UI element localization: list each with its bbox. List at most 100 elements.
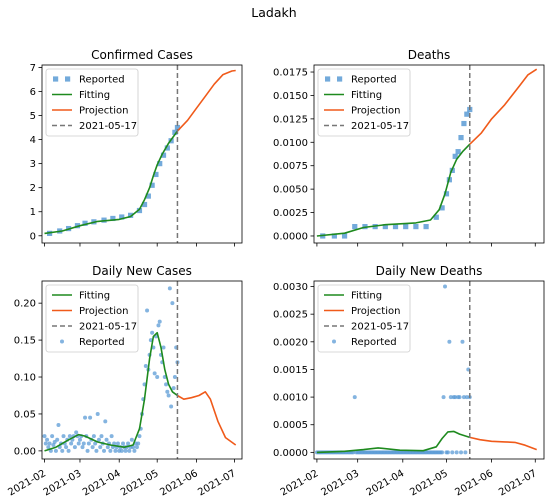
reported-point	[85, 448, 90, 453]
y-tick-label: 0.0025	[273, 310, 308, 321]
reported-point	[136, 207, 143, 214]
reported-point	[461, 395, 466, 400]
y-tick-label: 0.0010	[273, 393, 308, 404]
reported-point	[81, 441, 86, 446]
reported-point	[45, 437, 50, 442]
reported-point	[166, 393, 171, 398]
x-tick-label: 2021-05	[408, 468, 450, 498]
y-tick-label: 0.0030	[273, 282, 308, 293]
reported-point	[150, 330, 155, 335]
y-tick-label: 0.15	[14, 336, 36, 347]
x-tick-label: 2021-02	[279, 468, 321, 498]
reported-point	[66, 448, 71, 453]
reported-point	[143, 363, 148, 368]
reported-point	[88, 415, 93, 420]
legend-label: Projection	[79, 306, 128, 317]
legend: Fitting Projection 2021-05-17 Reported	[317, 284, 411, 353]
figure-title: Ladakh	[251, 5, 297, 20]
legend-box	[317, 68, 411, 137]
reported-point	[458, 135, 464, 141]
y-tick-label: 6	[30, 87, 36, 98]
y-tick-label: 0.10	[14, 373, 36, 384]
reported-point	[108, 448, 113, 453]
x-tick-label: 2021-03	[319, 468, 361, 498]
y-tick-label: 1	[30, 207, 36, 218]
reported-point	[42, 434, 47, 439]
y-tick-label: 0.0000	[273, 231, 308, 242]
reported-point	[165, 389, 170, 394]
reported-point	[93, 441, 98, 446]
reported-point	[131, 445, 136, 450]
reported-point	[132, 448, 137, 453]
reported-point	[457, 395, 462, 400]
reported-point	[460, 339, 465, 344]
reported-point	[423, 224, 429, 230]
reported-point	[119, 214, 125, 220]
reported-point	[463, 450, 468, 455]
y-tick-label: 0.0150	[273, 91, 308, 102]
y-tick-label: 0.0125	[273, 114, 308, 125]
legend-label: Fitting	[79, 90, 110, 101]
legend-label: Projection	[79, 106, 128, 117]
plot-area	[44, 65, 236, 243]
legend-marker	[325, 76, 331, 82]
y-tick-label: 3	[30, 159, 36, 170]
reported-point	[77, 437, 82, 442]
y-tick-label: 0.0005	[273, 420, 308, 431]
reported-point	[160, 152, 167, 158]
reported-point	[129, 437, 134, 442]
legend: Fitting Projection 2021-05-17 Reported	[45, 284, 139, 353]
chart-panel-2: Deaths 0.0000 0.0025 0.0050 0.0075 0.0100 0.01…	[273, 48, 545, 247]
chart-title: Deaths	[408, 48, 451, 62]
reported-point	[453, 395, 458, 400]
y-tick-label: 4	[30, 135, 36, 146]
reported-point	[382, 224, 388, 230]
plot-area	[42, 281, 237, 459]
legend-label: Reported	[79, 337, 125, 348]
y-tick-label: 0.20	[14, 299, 36, 310]
y-tick-label: 0.0020	[273, 337, 308, 348]
reported-point	[74, 430, 79, 435]
projection-line	[469, 68, 538, 145]
reported-point	[94, 448, 99, 453]
legend: Reported Fitting Projection 2021-05-17	[45, 68, 139, 137]
reported-point	[123, 448, 128, 453]
reported-point	[69, 441, 74, 446]
y-tick-label: 0.0100	[273, 138, 308, 149]
reported-point	[99, 434, 104, 439]
reported-point	[113, 448, 118, 453]
reported-point	[440, 450, 445, 455]
reported-point	[76, 441, 81, 446]
reported-point	[109, 434, 114, 439]
y-tick-label: 0.00	[14, 446, 36, 457]
legend-label: 2021-05-17	[79, 121, 137, 132]
legend-marker	[337, 76, 343, 82]
reported-point	[452, 153, 458, 159]
reported-point	[64, 445, 69, 450]
reported-point	[50, 434, 55, 439]
reported-point	[46, 445, 51, 450]
reported-point	[161, 345, 166, 350]
chart-title: Confirmed Cases	[91, 48, 193, 62]
reported-point	[172, 129, 178, 135]
reported-point	[47, 441, 52, 446]
reported-point	[170, 301, 175, 306]
y-tick-label: 0.0025	[273, 208, 308, 219]
y-tick-label: 0.0175	[273, 68, 308, 79]
reported-point	[134, 445, 139, 450]
legend-label: Fitting	[351, 291, 382, 302]
reported-point	[157, 161, 163, 167]
chart-panel-3: Daily New Cases 0.00 0.05 0.10 0.15 0.20 2021-…	[6, 264, 243, 498]
fitting-line	[316, 143, 471, 237]
reported-point	[331, 233, 337, 239]
reported-point	[433, 214, 439, 220]
reported-point	[352, 224, 358, 230]
axes-frame	[313, 280, 545, 460]
y-tick-label: 0.0000	[273, 448, 308, 459]
x-tick-label: 2021-04	[365, 468, 407, 498]
y-tick-label: 0.05	[14, 409, 36, 420]
reported-point	[83, 415, 88, 420]
reported-point	[443, 191, 450, 197]
legend-label: Projection	[351, 306, 400, 317]
